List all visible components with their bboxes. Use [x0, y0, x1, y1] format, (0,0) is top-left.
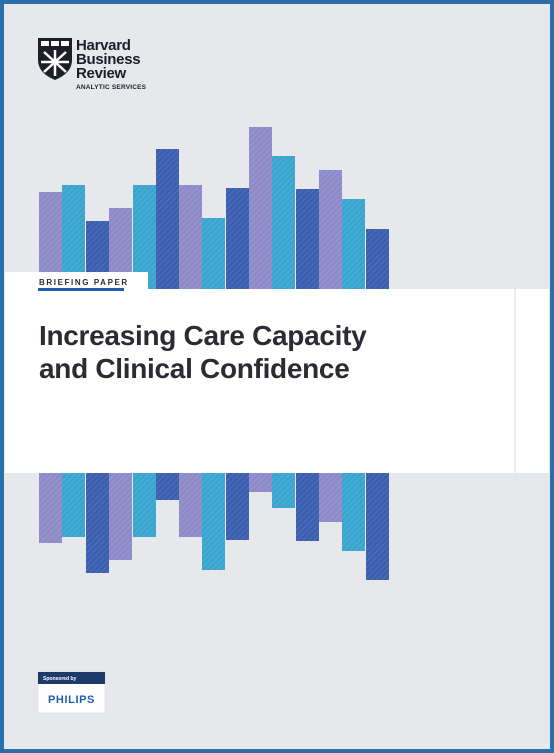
- decor-bar: [296, 189, 319, 289]
- logo-text: Review: [76, 65, 127, 82]
- decor-bar: [319, 170, 342, 289]
- tab: [5, 272, 148, 290]
- logo-text: Harvard: [76, 37, 131, 54]
- decor-bar: [296, 473, 319, 541]
- decor-bar: [39, 192, 62, 289]
- decor-bar: [366, 229, 389, 289]
- shield-book: [41, 41, 49, 46]
- decor-bar: [39, 473, 62, 543]
- badge-strip: [38, 672, 105, 684]
- decor-bar: [226, 188, 249, 289]
- decor-bar: [202, 218, 225, 289]
- decor-bar: [319, 473, 342, 522]
- decor-bar: [272, 156, 295, 289]
- sponsor-label: Sponsored by: [43, 676, 77, 682]
- decor-bar: [249, 473, 272, 492]
- sponsor-badge: Sponsored by PHILIPS: [37, 671, 106, 714]
- title-line: Increasing Care Capacity: [39, 320, 367, 351]
- logo: Harvard Business Review ANALYTIC SERVICE…: [38, 37, 147, 91]
- decor-bar: [226, 473, 249, 540]
- decor-bar: [342, 473, 365, 551]
- decor-bar: [202, 473, 225, 570]
- decor-bar: [366, 473, 389, 580]
- decor-bar: [133, 473, 156, 537]
- decor-bar: [156, 473, 179, 500]
- shield-book: [51, 41, 59, 46]
- decor-bar: [179, 185, 202, 289]
- decor-bar: [156, 149, 179, 289]
- title-line: and Clinical Confidence: [39, 353, 349, 384]
- briefing-label: BRIEFING PAPER: [39, 278, 129, 287]
- logo-subtitle: ANALYTIC SERVICES: [76, 84, 147, 91]
- tab-underline: [38, 288, 124, 291]
- decor-bar: [179, 473, 202, 537]
- decor-bar: [109, 473, 132, 560]
- decor-bar: [62, 473, 85, 537]
- decor-bar: [342, 199, 365, 289]
- sponsor-name: PHILIPS: [48, 694, 95, 706]
- decor-bar: [249, 127, 272, 289]
- decor-bar: [133, 185, 156, 289]
- decor-bar: [62, 185, 85, 289]
- decor-bars-bottom: [39, 473, 389, 580]
- shield-book: [61, 41, 69, 46]
- title-panel: [5, 289, 549, 473]
- logo-text: Business: [76, 51, 140, 68]
- shield-pattern: [41, 50, 69, 76]
- decor-bar: [86, 473, 109, 573]
- decor-bar: [109, 208, 132, 289]
- decor-bar: [272, 473, 295, 508]
